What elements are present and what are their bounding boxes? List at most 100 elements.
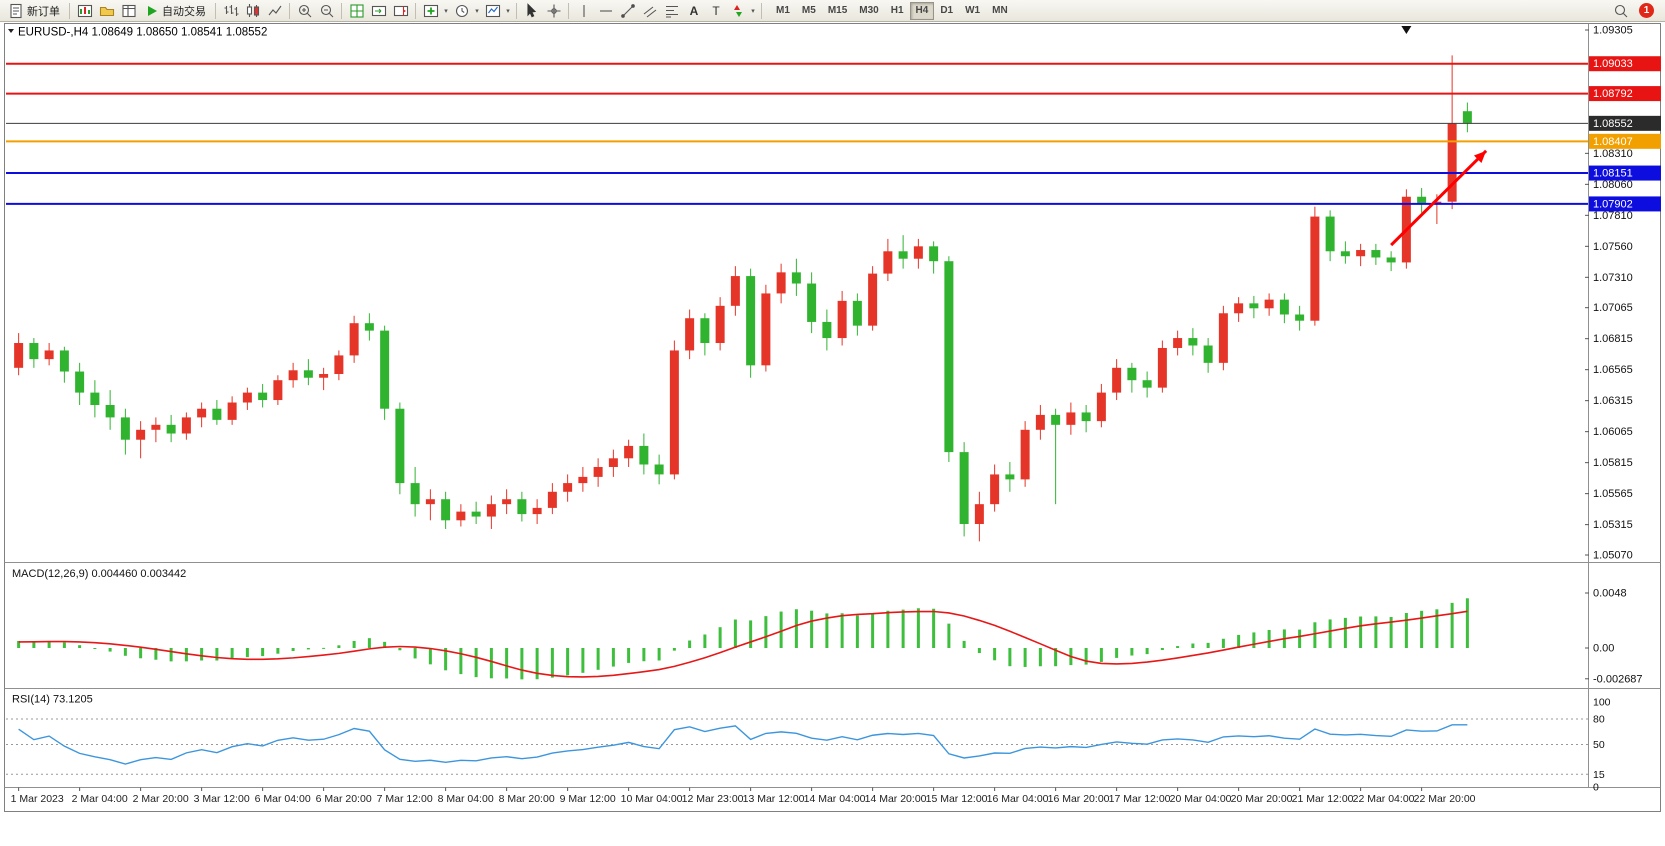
- notification-badge[interactable]: 1: [1639, 3, 1654, 18]
- macd-histogram-bar: [703, 634, 707, 648]
- chart-shift-icon: [393, 5, 408, 16]
- candle-body: [181, 417, 191, 434]
- chart-shift-button[interactable]: [390, 1, 411, 21]
- templates-button[interactable]: [482, 1, 503, 21]
- tile-windows-button[interactable]: [346, 1, 367, 21]
- indicators-button[interactable]: [420, 1, 441, 21]
- rsi-axis-label: 0: [1593, 782, 1599, 794]
- periods-dropdown-caret[interactable]: ▾: [473, 7, 481, 15]
- price-axis-label: 1.05315: [1593, 519, 1633, 531]
- timeframe-w1[interactable]: W1: [959, 2, 986, 20]
- rsi-axis-label: 15: [1593, 769, 1605, 781]
- candle-body: [822, 321, 832, 339]
- candle-body: [486, 504, 496, 517]
- candle-body: [1386, 257, 1396, 263]
- candlestick-icon: [246, 3, 259, 17]
- time-axis-label: 20 Mar 20:00: [1231, 793, 1293, 805]
- timeframe-mn[interactable]: MN: [986, 2, 1014, 20]
- candle-body: [547, 491, 557, 508]
- candle-body: [1371, 250, 1381, 258]
- candle-body: [1264, 299, 1274, 309]
- candle-body: [1157, 347, 1167, 388]
- new-chart-button[interactable]: [74, 1, 95, 21]
- arrows-button[interactable]: [727, 1, 748, 21]
- timeframe-h4[interactable]: H4: [909, 1, 935, 20]
- macd-histogram-bar: [871, 613, 875, 648]
- text-button[interactable]: A: [683, 1, 704, 21]
- data-window-icon: [121, 4, 136, 17]
- fibonacci-button[interactable]: [661, 1, 682, 21]
- macd-histogram-bar: [825, 613, 829, 648]
- vertical-line-button[interactable]: [573, 1, 594, 21]
- macd-histogram-bar: [1160, 648, 1164, 651]
- line-chart-button[interactable]: [264, 1, 285, 21]
- indicators-dropdown-caret[interactable]: ▾: [442, 7, 450, 15]
- trendline-button[interactable]: [617, 1, 638, 21]
- time-axis-label: 3 Mar 12:00: [194, 793, 250, 805]
- macd-histogram-bar: [1359, 616, 1363, 648]
- macd-histogram-bar: [200, 648, 204, 661]
- horizontal-line-button[interactable]: [595, 1, 616, 21]
- timeframe-m1[interactable]: M1: [770, 2, 796, 20]
- crosshair-button[interactable]: [543, 1, 564, 21]
- price-badge: [1589, 115, 1661, 131]
- candle-body: [776, 272, 786, 294]
- toolbar-separator: [761, 2, 762, 19]
- auto-scroll-button[interactable]: [368, 1, 389, 21]
- arrows-dropdown-caret[interactable]: ▾: [749, 7, 757, 15]
- channel-button[interactable]: [639, 1, 660, 21]
- trend-arrow-head[interactable]: [1473, 150, 1487, 163]
- data-window-button[interactable]: [118, 1, 139, 21]
- time-axis-label: 9 Mar 12:00: [560, 793, 616, 805]
- zoom-in-button[interactable]: [294, 1, 315, 21]
- profiles-button[interactable]: [96, 1, 117, 21]
- candle-body: [898, 251, 908, 259]
- channel-icon: [643, 6, 656, 17]
- templates-dropdown-caret[interactable]: ▾: [504, 7, 512, 15]
- price-axis-label: 1.09305: [1593, 25, 1633, 37]
- time-axis-label: 6 Mar 04:00: [255, 793, 311, 805]
- macd-histogram-bar: [1176, 646, 1180, 648]
- price-badge: [1589, 133, 1661, 149]
- candle-body: [1066, 412, 1076, 425]
- bar-chart-button[interactable]: [220, 1, 241, 21]
- rsi-line: [18, 724, 1468, 765]
- timeframe-m15[interactable]: M15: [822, 2, 853, 20]
- search-button[interactable]: [1610, 1, 1631, 21]
- timeframe-h1[interactable]: H1: [885, 2, 910, 20]
- timeframe-d1[interactable]: D1: [934, 2, 959, 20]
- periods-button[interactable]: [451, 1, 472, 21]
- macd-histogram-bar: [474, 648, 478, 678]
- zoom-out-button[interactable]: [316, 1, 337, 21]
- macd-histogram-bar: [596, 648, 600, 670]
- candle-body: [120, 417, 130, 440]
- trend-arrow-line[interactable]: [1390, 149, 1488, 247]
- timeframe-m5[interactable]: M5: [796, 2, 822, 20]
- label-button[interactable]: T: [705, 1, 726, 21]
- candle-body: [1112, 367, 1122, 393]
- candle-body: [364, 323, 374, 331]
- candle-body: [105, 405, 115, 418]
- macd-histogram-bar: [810, 610, 814, 648]
- timeframe-m30[interactable]: M30: [853, 2, 884, 20]
- price-badge-label: 1.09033: [1593, 58, 1633, 70]
- price-badge: [1589, 196, 1661, 212]
- macd-histogram-bar: [352, 640, 356, 648]
- auto-trading-button[interactable]: 自动交易: [140, 1, 211, 21]
- chart-top-marker[interactable]: [1401, 26, 1412, 34]
- macd-histogram-bar: [184, 648, 188, 662]
- candle-body: [380, 330, 390, 409]
- candle-body: [1173, 338, 1183, 348]
- macd-histogram-bar: [489, 648, 493, 679]
- candlestick-button[interactable]: [242, 1, 263, 21]
- candle-body: [868, 273, 878, 326]
- candle-body: [913, 246, 923, 259]
- candle-body: [288, 370, 298, 381]
- macd-histogram-bar: [642, 648, 646, 662]
- collapse-chart-icon[interactable]: [8, 29, 14, 33]
- new-order-button[interactable]: 新订单: [3, 1, 65, 21]
- price-badge-label: 1.08407: [1593, 136, 1633, 148]
- cursor-button[interactable]: [521, 1, 542, 21]
- macd-axis-label: -0.002687: [1593, 673, 1643, 685]
- price-axis-label: 1.07810: [1593, 210, 1633, 222]
